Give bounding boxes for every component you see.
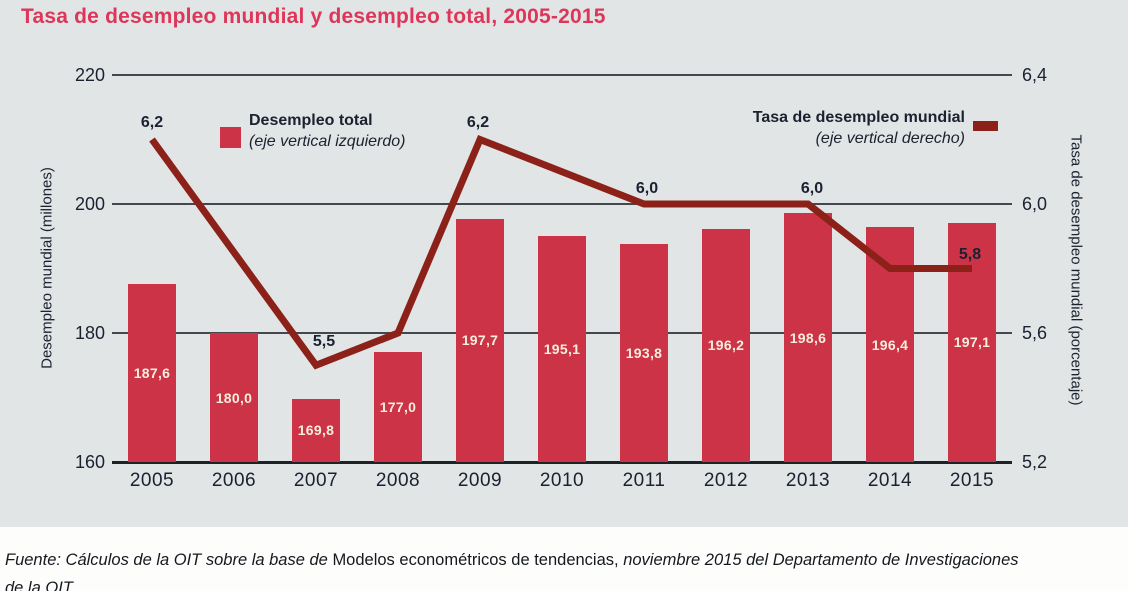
source-segment: Fuente: Cálculos de la OIT sobre la base…	[5, 551, 333, 569]
bar-value-label: 196,4	[871, 336, 909, 353]
x-axis-label: 2015	[949, 470, 995, 491]
bar: 195,1	[538, 235, 586, 462]
legend-line-sublabel: (eje vertical derecho)	[815, 130, 965, 147]
source-line-2: de la OIT	[5, 579, 73, 591]
right-axis-tick: 6,4	[1022, 65, 1048, 85]
bar-value-label: 177,0	[379, 399, 417, 416]
x-axis-label: 2006	[211, 470, 257, 491]
chart-title: Tasa de desempleo mundial y desempleo to…	[21, 5, 606, 28]
x-axis-label: 2005	[129, 470, 175, 491]
x-axis-label: 2007	[293, 470, 339, 491]
legend-bars-label: Desempleo total	[249, 112, 373, 129]
bar: 196,4	[866, 227, 914, 462]
bar-value-label: 193,8	[625, 344, 663, 361]
x-axis-label: 2008	[375, 470, 421, 491]
left-axis-tick: 160	[74, 452, 105, 472]
gridline	[112, 74, 1012, 76]
x-axis-label: 2014	[867, 470, 913, 491]
right-axis-tick: 6,0	[1022, 194, 1048, 214]
left-axis-tick: 200	[74, 194, 105, 214]
bar: 169,8	[292, 398, 340, 462]
source-note: Fuente: Cálculos de la OIT sobre la base…	[5, 546, 1125, 591]
source-segment: noviembre 2015 del Departamento de Inves…	[623, 551, 1019, 569]
bar-value-label: 197,7	[461, 332, 499, 349]
bar-value-label: 180,0	[215, 389, 253, 406]
line-value-label: 5,8	[958, 245, 982, 263]
line-value-label: 5,5	[312, 333, 336, 351]
bar: 187,6	[128, 283, 176, 462]
legend-line: Tasa de desempleo mundial (eje vertical …	[753, 107, 965, 149]
line-value-label: 6,0	[800, 180, 824, 197]
left-axis-tick: 180	[74, 323, 105, 343]
x-axis-label: 2011	[622, 470, 666, 491]
bar: 177,0	[374, 352, 422, 462]
bar: 198,6	[784, 213, 832, 462]
x-axis-label: 2009	[457, 470, 503, 491]
bar-value-label: 187,6	[133, 364, 171, 381]
x-axis-label: 2012	[703, 470, 749, 491]
chart-panel: Tasa de desempleo mundial y desempleo to…	[0, 0, 1128, 527]
x-axis-label: 2010	[539, 470, 585, 491]
source-segment: Modelos econométricos de tendencias,	[332, 551, 624, 569]
bar-value-label: 197,1	[953, 334, 991, 351]
bar: 197,7	[456, 218, 504, 462]
line-value-label: 6,2	[140, 113, 164, 131]
right-axis-tick: 5,6	[1022, 323, 1048, 343]
line-value-label: 6,0	[635, 180, 659, 197]
right-axis-title: Tasa de desempleo mundial (porcentaje)	[1067, 134, 1085, 406]
right-axis-tick: 5,2	[1022, 452, 1048, 472]
left-axis-tick: 220	[74, 65, 105, 85]
bar: 193,8	[620, 243, 668, 462]
gridline	[112, 461, 1012, 464]
source-line-1: Fuente: Cálculos de la OIT sobre la base…	[5, 546, 1125, 574]
legend-bars: Desempleo total (eje vertical izquierdo)	[249, 110, 406, 152]
bar-value-label: 198,6	[789, 329, 827, 346]
bar: 180,0	[210, 333, 258, 462]
x-axis-label: 2013	[785, 470, 831, 491]
line-series-swatch	[973, 121, 998, 131]
bar-value-label: 195,1	[543, 340, 581, 357]
legend-bars-sublabel: (eje vertical izquierdo)	[249, 133, 406, 150]
legend-line-label: Tasa de desempleo mundial	[752, 109, 965, 126]
line-value-label: 6,2	[466, 113, 490, 131]
bar-value-label: 196,2	[707, 337, 745, 354]
bar-value-label: 169,8	[297, 422, 335, 439]
bar-series-swatch	[220, 127, 241, 148]
bar: 196,2	[702, 228, 750, 462]
gridline	[112, 203, 1012, 205]
